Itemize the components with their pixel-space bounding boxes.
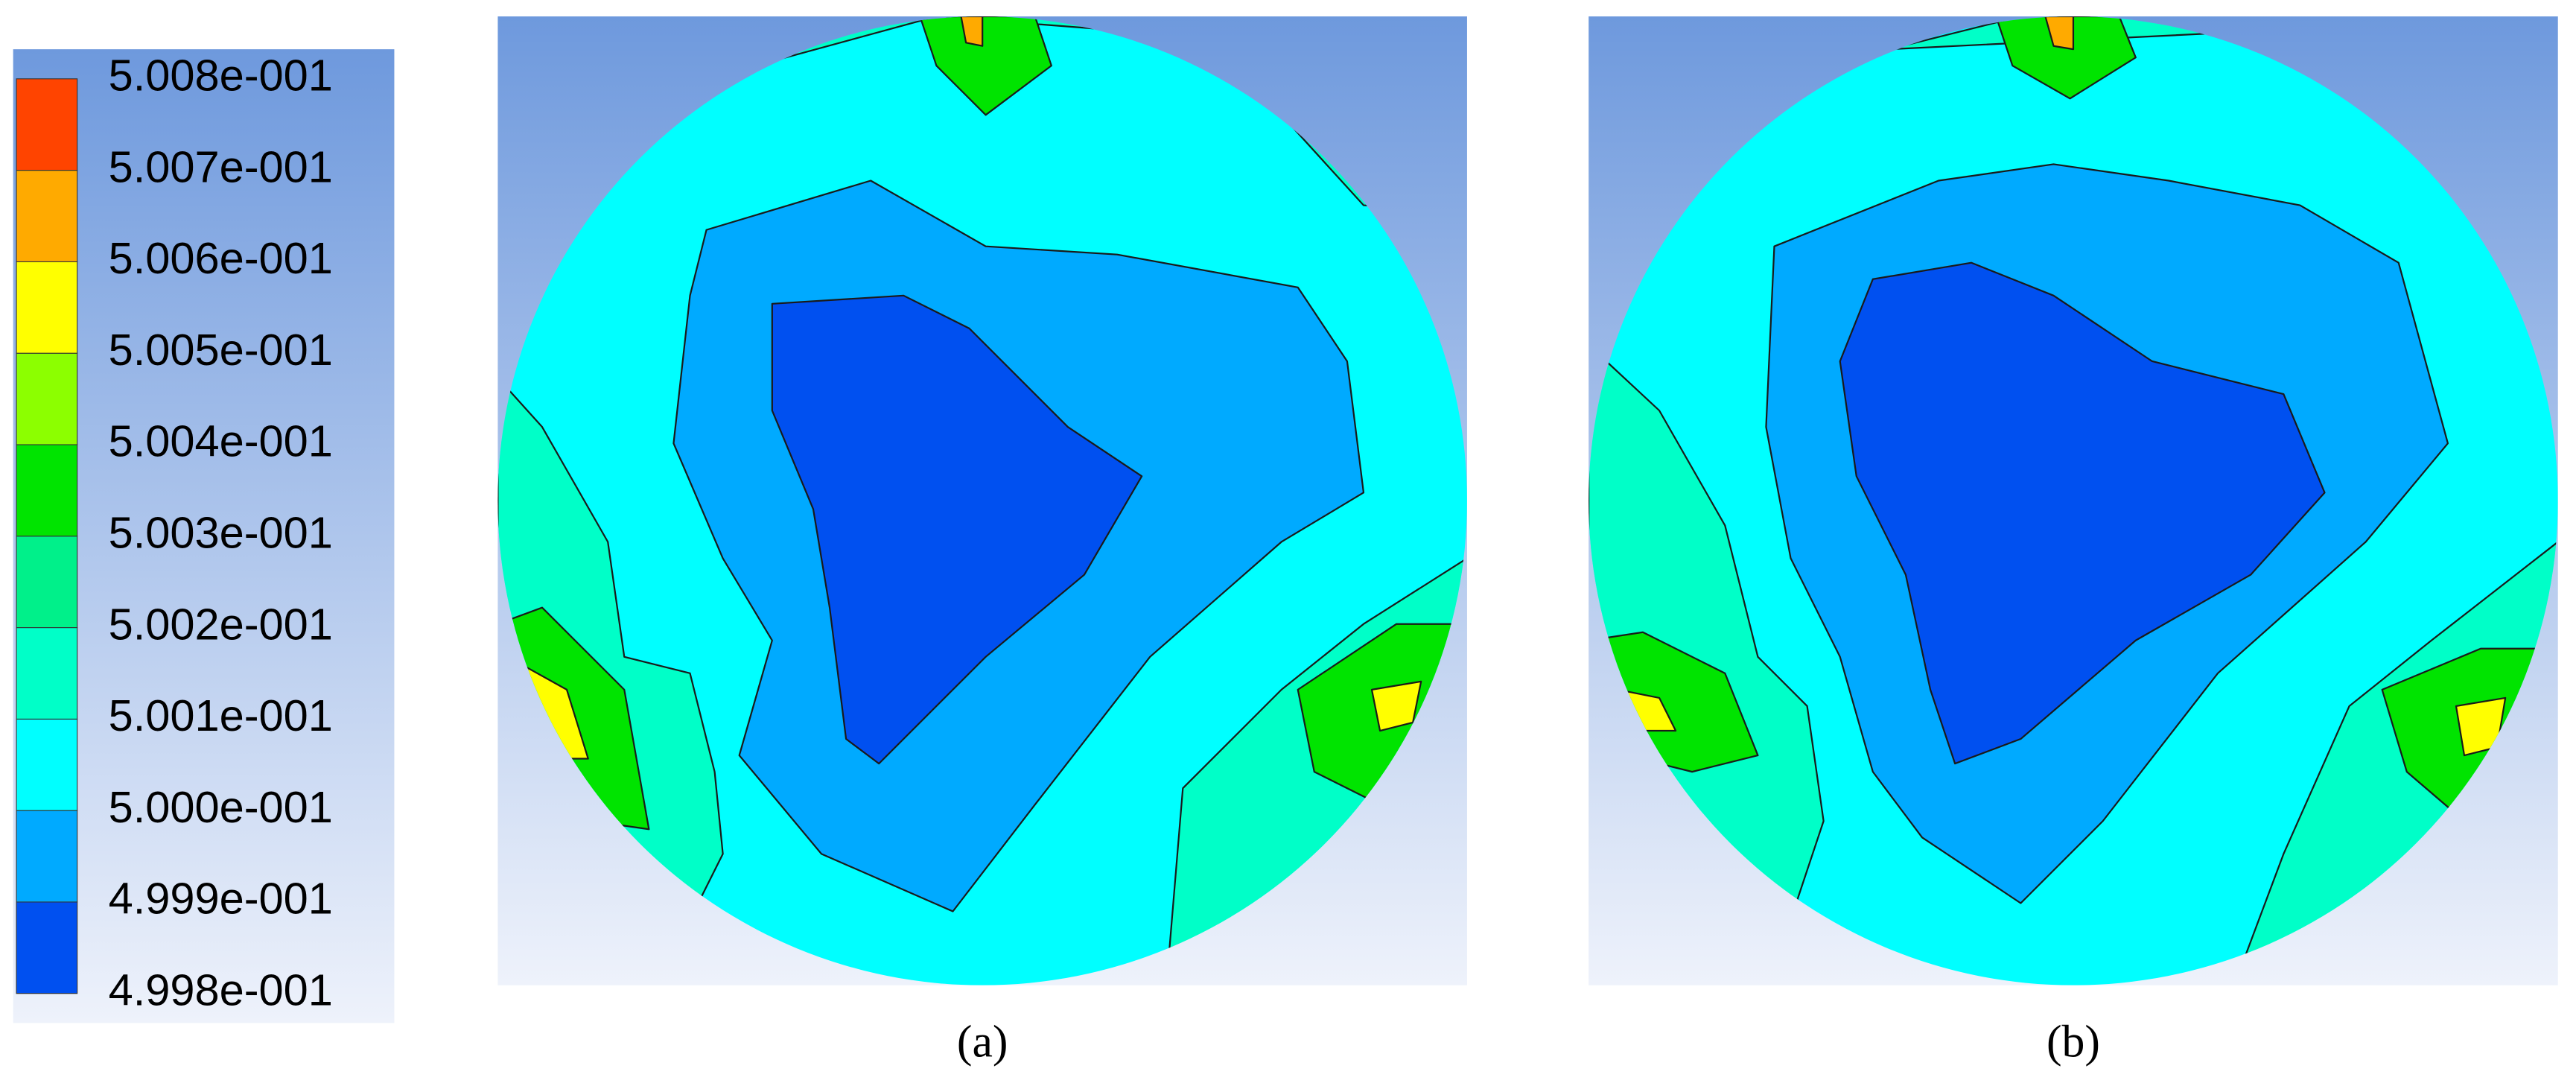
panel-caption: (a) (957, 1016, 1008, 1067)
color-band (16, 170, 78, 262)
legend-label: 5.003e-001 (109, 508, 333, 558)
legend-label: 5.001e-001 (109, 691, 333, 740)
legend-label: 5.005e-001 (109, 325, 333, 375)
legend-label: 5.000e-001 (109, 782, 333, 832)
color-band (16, 718, 78, 811)
color-band (16, 901, 78, 994)
legend-label: 5.002e-001 (109, 599, 333, 649)
contour-plot (497, 16, 1467, 985)
panel-caption: (b) (2047, 1016, 2100, 1067)
color-band (16, 536, 78, 629)
legend-label: 5.004e-001 (109, 416, 333, 466)
color-band (16, 444, 78, 537)
color-band (16, 352, 78, 445)
panel-a: (a) (497, 16, 1467, 1067)
contour-region (1370, 680, 1422, 732)
color-band (16, 261, 78, 354)
contour-plot (1588, 16, 2558, 985)
legend-label: 5.008e-001 (109, 51, 333, 101)
contour-region (919, 16, 1052, 116)
contour-region (1995, 16, 2137, 100)
panel-b: (b) (1588, 16, 2558, 1067)
contour-region (960, 16, 984, 47)
contour-region (1839, 261, 2326, 765)
legend: 5.008e-001 5.007e-001 5.006e-001 5.005e-001… (16, 51, 333, 1015)
color-band (16, 810, 78, 903)
contour-region (771, 294, 1143, 765)
color-band (16, 627, 78, 720)
contour-region (2044, 16, 2075, 51)
color-band (16, 78, 78, 171)
legend-label: 4.998e-001 (109, 965, 333, 1015)
legend-label: 4.999e-001 (109, 874, 333, 924)
legend-label: 5.007e-001 (109, 142, 333, 191)
legend-label: 5.006e-001 (109, 233, 333, 283)
